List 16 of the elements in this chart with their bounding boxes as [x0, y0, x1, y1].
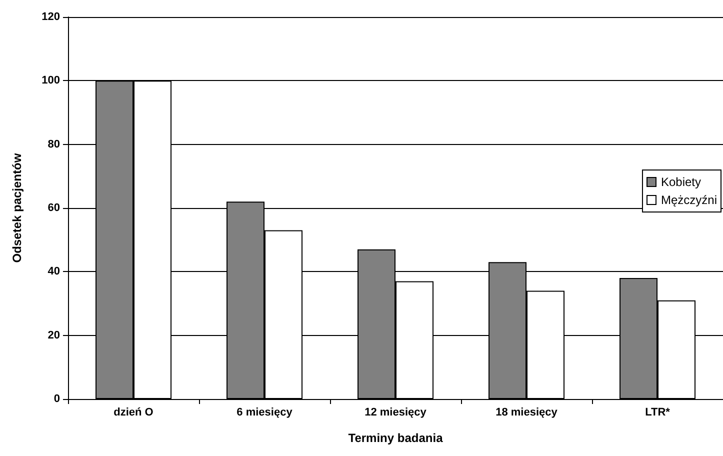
y-tick-label: 20 [48, 329, 60, 342]
legend-label: Mężczyźni [660, 193, 718, 207]
y-tick-label: 0 [54, 393, 60, 405]
y-tick-label: 60 [48, 202, 60, 214]
y-tick-label: 80 [48, 138, 60, 150]
y-tick-label: 120 [42, 11, 60, 23]
x-tick-label: LTR* [645, 406, 671, 418]
x-tick-label: 6 miesięcy [236, 406, 294, 418]
y-tick-label: 100 [42, 74, 60, 87]
legend-label: Kobiety [660, 175, 702, 189]
x-tick-label: dzień O [114, 406, 154, 418]
x-axis-title: Terminy badania [348, 431, 444, 445]
y-tick-label: 40 [48, 266, 60, 278]
y-axis-title: Odsetek pacjentów [10, 152, 24, 263]
x-tick-label: 12 miesięcy [364, 406, 428, 418]
x-tick-label: 18 miesięcy [496, 406, 558, 418]
